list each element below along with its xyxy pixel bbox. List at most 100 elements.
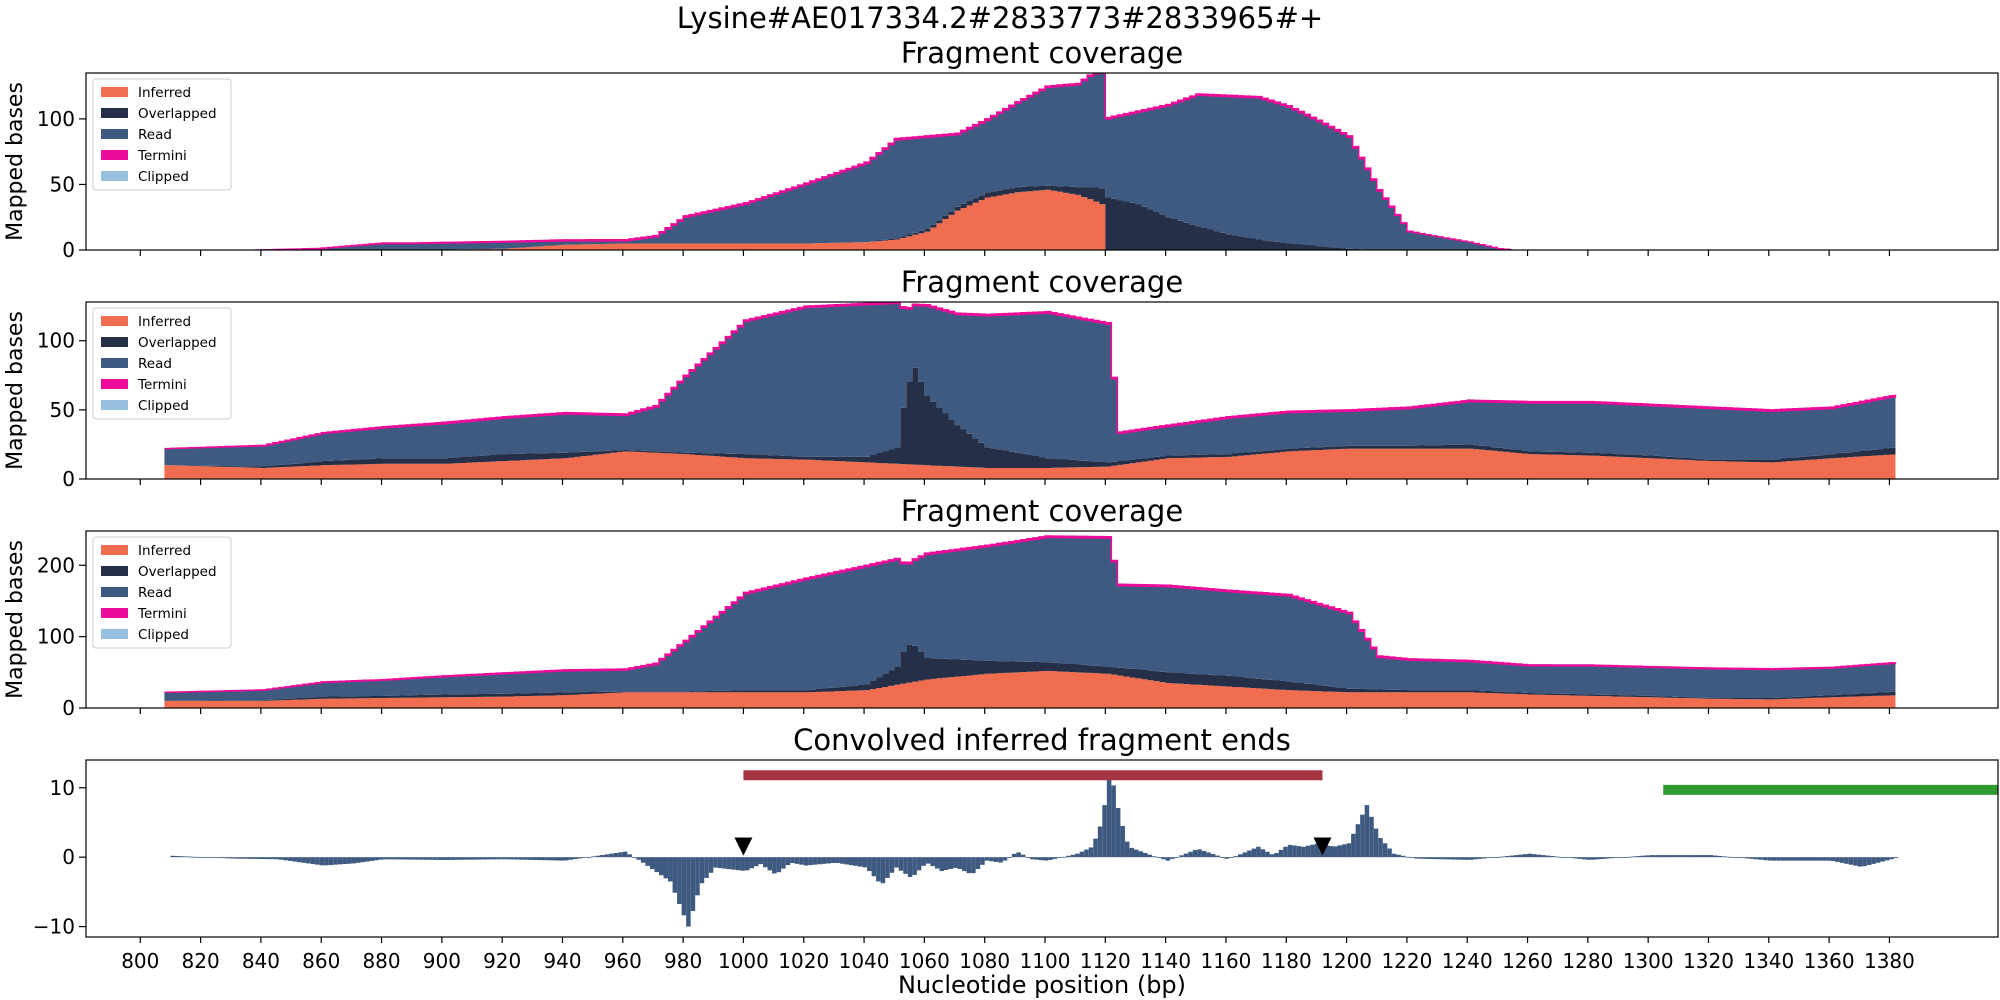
panel-3-bar-244 [1274, 853, 1279, 858]
panel-3-bar-131 [763, 857, 768, 868]
panel-3-bar-297 [1513, 855, 1519, 858]
xtick-label-21: 1220 [1381, 949, 1432, 973]
panel-3-bar-106 [649, 857, 655, 869]
panel-3-bar-230 [1210, 854, 1216, 858]
panel-3-bar-172 [948, 857, 954, 869]
panel-3-bar-258 [1337, 845, 1343, 858]
panel-3-bar-38 [342, 857, 347, 865]
xtick-label-8: 960 [604, 949, 642, 973]
panel-3-bar-137 [790, 857, 795, 864]
panel-3-bar-214 [1138, 851, 1144, 858]
panel-3-bar-85 [554, 857, 560, 861]
panel-3-bar-96 [604, 854, 610, 858]
panel-3-bar-151 [853, 857, 859, 866]
panel-0: Inferred Overlapped Read Termini Clipped 0 50 1… [3, 36, 1999, 262]
panels: Inferred Overlapped Read Termini Clipped 0 50 1… [3, 36, 1999, 943]
panel-3-bar-148 [839, 857, 845, 864]
panel-3-bar-305 [1550, 856, 1555, 858]
panel-3-bar-26 [288, 857, 293, 861]
panel-1-legend-swatch-1 [101, 337, 128, 347]
panel-3-bar-77 [518, 857, 524, 860]
panel-3-bar-55 [419, 857, 424, 860]
panel-3-frame [85, 759, 1999, 938]
panel-3-bar-264 [1364, 805, 1370, 858]
panel-3-bar-126 [740, 857, 745, 871]
panel-3-bar-236 [1238, 854, 1243, 858]
panel-3-bar-290 [1482, 857, 1487, 859]
panel-3-bar-90 [577, 857, 583, 859]
panel-3-bar-235 [1233, 856, 1239, 858]
panel-3-bar-50 [396, 857, 402, 860]
panel-3-bar-29 [301, 857, 307, 863]
panel-3-bar-165 [916, 857, 922, 871]
panel-3-bar-185 [1007, 857, 1012, 858]
panel-3-bar-205 [1097, 826, 1103, 858]
panel-3-bar-108 [658, 857, 664, 876]
panel-1-legend-swatch-0 [101, 316, 128, 326]
panel-3-bar-46 [378, 857, 384, 860]
panel-3-bar-177 [971, 857, 976, 874]
panel-3-bar-186 [1011, 853, 1017, 858]
panel-3-bar-272 [1400, 855, 1406, 858]
panel-3-bar-133 [772, 857, 777, 874]
panel-3-bar-367 [1830, 857, 1836, 861]
panel-3-bar-163 [907, 857, 913, 877]
panel-0-legend-label-1: Overlapped [138, 106, 217, 122]
panel-0-frame [85, 72, 1999, 251]
panel-3-bar-322 [1627, 856, 1632, 858]
panel-3-bar-328 [1654, 855, 1659, 858]
panel-3-bar-196 [1057, 857, 1062, 858]
panel-3-bar-73 [500, 857, 506, 860]
panel-3-bar-19 [256, 857, 261, 859]
panel-3-bar-58 [432, 857, 438, 860]
panel-3-bar-380 [1889, 857, 1894, 860]
panel-3-bar-89 [573, 857, 578, 860]
panel-3-bar-298 [1518, 854, 1524, 858]
panel-3-bar-317 [1604, 857, 1609, 859]
panel-3-bar-202 [1084, 849, 1089, 858]
panel-3-bar-334 [1681, 855, 1686, 858]
panel-3-bar-221 [1170, 857, 1175, 859]
panel-3-bar-223 [1179, 855, 1184, 858]
panel-3-bar-32 [315, 857, 320, 865]
panel-3-bar-318 [1608, 857, 1614, 859]
panel-3-bar-5 [193, 856, 198, 858]
xtick-label-9: 980 [664, 949, 702, 973]
panel-2-legend-frame [92, 536, 232, 649]
panel-3-bar-232 [1219, 857, 1225, 858]
panel-3-bar-346 [1735, 857, 1741, 858]
panel-3-bar-23 [274, 857, 280, 860]
panel-3-bar-61 [446, 857, 451, 860]
panel-3-bar-310 [1572, 857, 1578, 859]
panel-3-bar-189 [1025, 856, 1030, 858]
panel-3-bar-381 [1893, 857, 1899, 858]
panel-3-bar-277 [1423, 857, 1429, 859]
panel-3-bar-10 [215, 857, 221, 858]
panel-3-bar-329 [1658, 855, 1664, 858]
panel-3-bar-64 [459, 857, 465, 860]
panel-3-bar-276 [1418, 857, 1424, 859]
panel-3-bar-364 [1817, 857, 1822, 861]
panel-3-bar-15 [238, 857, 243, 859]
panel-3-bar-363 [1812, 857, 1818, 861]
panel-3-bar-242 [1265, 851, 1270, 858]
panel-0-series-termini [254, 73, 1513, 250]
panel-3-ytick-label-2: 10 [50, 776, 75, 800]
panel-3-bar-286 [1464, 857, 1469, 860]
panel-3-bar-278 [1428, 857, 1433, 859]
panel-3-bar-240 [1256, 846, 1261, 858]
panel-3-bar-125 [735, 857, 741, 871]
panel-3-bar-4 [188, 856, 194, 858]
panel-3-bar-74 [505, 857, 510, 860]
panel-3-bar-192 [1038, 857, 1044, 861]
panel-3-bar-321 [1622, 857, 1628, 858]
panel-3-bar-117 [699, 857, 705, 884]
panel-3-bar-138 [794, 857, 800, 864]
panel-0-title: Fragment coverage [901, 36, 1183, 70]
panel-2-legend-swatch-4 [101, 629, 128, 639]
panel-3-bar-311 [1577, 857, 1582, 859]
panel-2: Inferred Overlapped Read Termini Clipped 0 100… [3, 494, 1999, 720]
panel-3-bar-69 [482, 857, 488, 860]
panel-3-bar-17 [247, 857, 252, 859]
panel-1-frame [85, 301, 1999, 480]
